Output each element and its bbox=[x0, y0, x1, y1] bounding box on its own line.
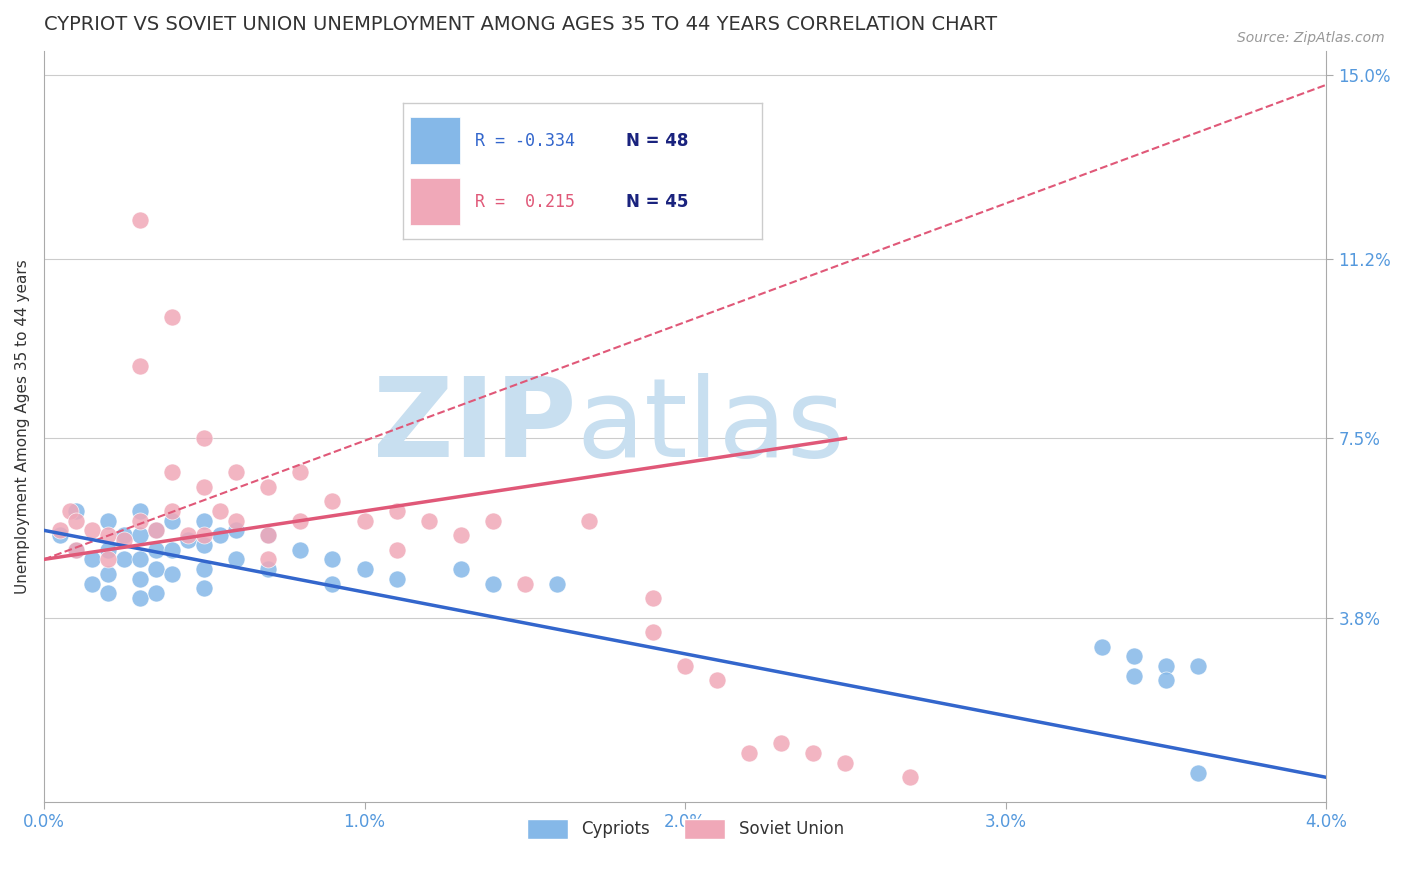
Point bbox=[145, 586, 167, 600]
Point bbox=[193, 562, 215, 576]
Point bbox=[385, 542, 408, 557]
Point bbox=[225, 465, 247, 479]
Point bbox=[160, 542, 183, 557]
Text: Source: ZipAtlas.com: Source: ZipAtlas.com bbox=[1237, 31, 1385, 45]
Point bbox=[65, 542, 87, 557]
Point bbox=[145, 524, 167, 538]
Point bbox=[353, 514, 375, 528]
Point bbox=[97, 514, 120, 528]
Point bbox=[209, 528, 232, 542]
Point bbox=[193, 431, 215, 445]
Point bbox=[257, 552, 280, 566]
Point bbox=[643, 591, 665, 606]
Point bbox=[481, 514, 503, 528]
Point bbox=[257, 528, 280, 542]
Point bbox=[1187, 765, 1209, 780]
Point bbox=[129, 591, 152, 606]
Point bbox=[145, 562, 167, 576]
Point bbox=[193, 538, 215, 552]
Point bbox=[450, 528, 472, 542]
Text: atlas: atlas bbox=[576, 373, 845, 480]
Point bbox=[129, 213, 152, 227]
Point bbox=[80, 552, 103, 566]
Point bbox=[257, 480, 280, 494]
Point bbox=[193, 480, 215, 494]
Text: ZIP: ZIP bbox=[373, 373, 576, 480]
Point bbox=[1123, 649, 1146, 664]
Point bbox=[738, 746, 761, 760]
Y-axis label: Unemployment Among Ages 35 to 44 years: Unemployment Among Ages 35 to 44 years bbox=[15, 259, 30, 593]
Point bbox=[450, 562, 472, 576]
Point bbox=[770, 736, 793, 750]
Point bbox=[290, 514, 312, 528]
Point bbox=[160, 566, 183, 581]
Point bbox=[80, 576, 103, 591]
Point bbox=[418, 514, 440, 528]
Point bbox=[321, 552, 343, 566]
Point bbox=[112, 533, 135, 547]
Point bbox=[1091, 640, 1114, 654]
Point bbox=[385, 572, 408, 586]
Point bbox=[321, 494, 343, 508]
Point bbox=[193, 528, 215, 542]
Point bbox=[834, 756, 856, 770]
Point bbox=[209, 504, 232, 518]
Point bbox=[145, 524, 167, 538]
Point bbox=[353, 562, 375, 576]
Point bbox=[1154, 659, 1177, 673]
Point bbox=[160, 514, 183, 528]
Point bbox=[1187, 659, 1209, 673]
Point bbox=[290, 465, 312, 479]
Point bbox=[129, 514, 152, 528]
Point bbox=[706, 673, 728, 688]
Point bbox=[160, 310, 183, 325]
Point bbox=[257, 528, 280, 542]
Point bbox=[129, 504, 152, 518]
Point bbox=[112, 552, 135, 566]
Point bbox=[257, 562, 280, 576]
Point bbox=[177, 533, 200, 547]
Point bbox=[290, 542, 312, 557]
Point bbox=[803, 746, 825, 760]
Point bbox=[112, 528, 135, 542]
Point bbox=[898, 770, 921, 784]
Point bbox=[481, 576, 503, 591]
Point bbox=[160, 465, 183, 479]
Point bbox=[225, 514, 247, 528]
Point bbox=[65, 514, 87, 528]
Point bbox=[160, 504, 183, 518]
Point bbox=[129, 572, 152, 586]
Legend: Cypriots, Soviet Union: Cypriots, Soviet Union bbox=[520, 812, 851, 846]
Point bbox=[129, 359, 152, 373]
Point bbox=[97, 566, 120, 581]
Point bbox=[513, 576, 536, 591]
Point bbox=[97, 552, 120, 566]
Point bbox=[65, 542, 87, 557]
Point bbox=[145, 542, 167, 557]
Point bbox=[65, 504, 87, 518]
Point bbox=[385, 504, 408, 518]
Point bbox=[97, 542, 120, 557]
Point bbox=[546, 576, 568, 591]
Point bbox=[193, 514, 215, 528]
Point bbox=[129, 528, 152, 542]
Point bbox=[225, 524, 247, 538]
Point bbox=[578, 514, 600, 528]
Point bbox=[177, 528, 200, 542]
Point bbox=[58, 504, 80, 518]
Point bbox=[97, 586, 120, 600]
Point bbox=[225, 552, 247, 566]
Point bbox=[1154, 673, 1177, 688]
Point bbox=[129, 552, 152, 566]
Point bbox=[97, 528, 120, 542]
Point bbox=[193, 582, 215, 596]
Point bbox=[643, 625, 665, 640]
Point bbox=[80, 524, 103, 538]
Point bbox=[673, 659, 696, 673]
Point bbox=[49, 524, 72, 538]
Text: CYPRIOT VS SOVIET UNION UNEMPLOYMENT AMONG AGES 35 TO 44 YEARS CORRELATION CHART: CYPRIOT VS SOVIET UNION UNEMPLOYMENT AMO… bbox=[44, 15, 997, 34]
Point bbox=[1123, 668, 1146, 682]
Point bbox=[321, 576, 343, 591]
Point bbox=[49, 528, 72, 542]
